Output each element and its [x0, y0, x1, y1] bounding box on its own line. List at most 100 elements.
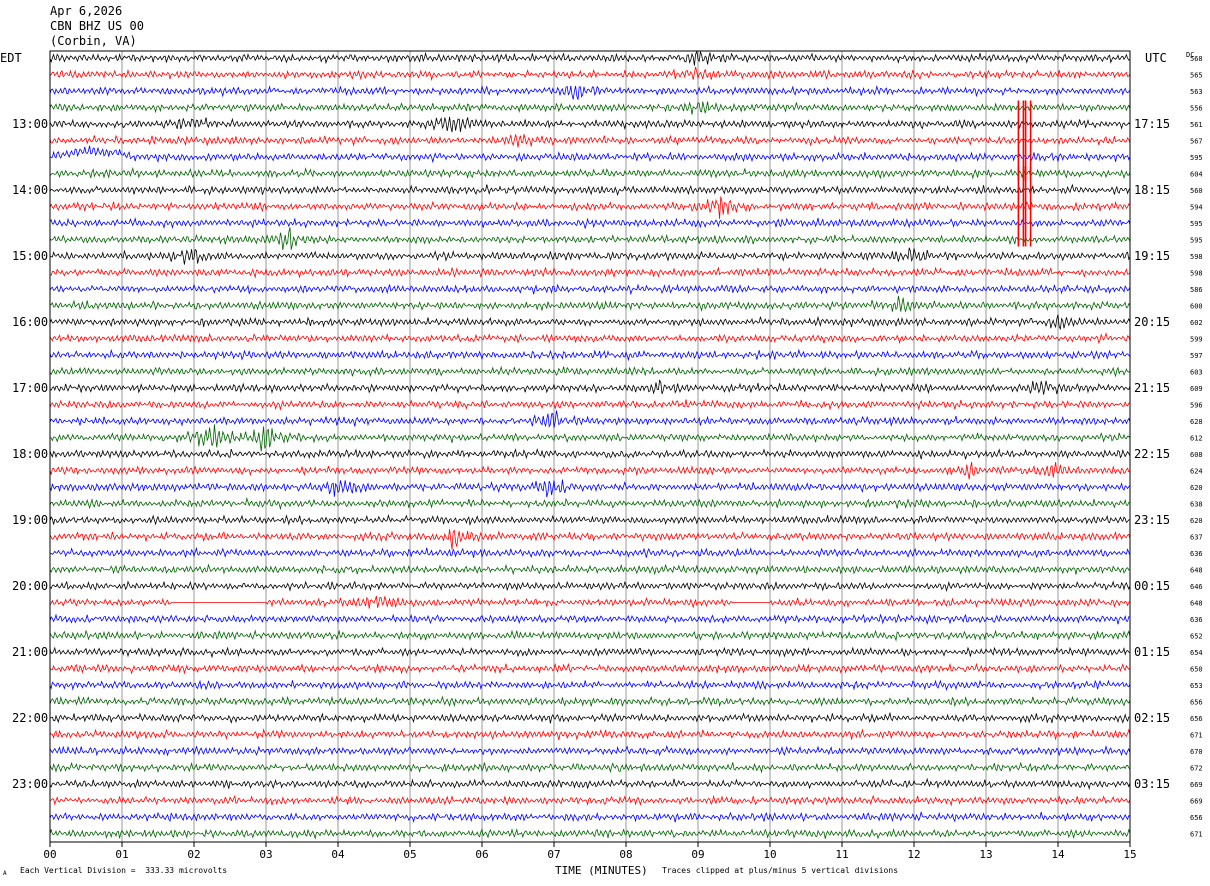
trace-line — [49, 410, 1131, 428]
left-time-label: 14:00 — [12, 183, 48, 197]
left-time-label: 17:00 — [12, 381, 48, 395]
x-tick-label: 12 — [907, 848, 920, 861]
header-location: (Corbin, VA) — [50, 34, 137, 48]
dc-offset-label: 656 — [1190, 699, 1203, 707]
right-axis-zone: UTC — [1145, 51, 1167, 65]
right-time-label: 00:15 — [1134, 579, 1170, 593]
right-time-label: 19:15 — [1134, 249, 1170, 263]
trace-line — [49, 183, 1131, 197]
dc-offset-label: 603 — [1190, 369, 1203, 377]
trace-line — [49, 348, 1131, 362]
dc-offset-label: 612 — [1190, 435, 1203, 443]
left-axis-zone: EDT — [0, 51, 22, 65]
dc-offset-label: 653 — [1190, 682, 1203, 690]
right-time-label: 23:15 — [1134, 513, 1170, 527]
trace-line — [49, 217, 1131, 230]
left-time-label: 18:00 — [12, 447, 48, 461]
right-time-label: 03:15 — [1134, 777, 1170, 791]
right-time-label: 18:15 — [1134, 183, 1170, 197]
dc-offset-label: 595 — [1190, 220, 1203, 228]
trace-line — [49, 514, 1131, 527]
trace-line — [49, 529, 1131, 550]
dc-offset-label: 561 — [1190, 121, 1203, 129]
x-tick-label: 10 — [763, 848, 776, 861]
left-time-label: 19:00 — [12, 513, 48, 527]
left-time-label: 13:00 — [12, 117, 48, 131]
right-time-label: 22:15 — [1134, 447, 1170, 461]
trace-line — [49, 379, 1131, 395]
right-time-label: 17:15 — [1134, 117, 1170, 131]
dc-offset-label: 565 — [1190, 72, 1203, 80]
trace-line — [49, 546, 1131, 559]
x-tick-label: 06 — [475, 848, 488, 861]
x-tick-label: 11 — [835, 848, 848, 861]
trace-line — [49, 424, 1131, 452]
left-time-label: 23:00 — [12, 777, 48, 791]
dc-column-label: DC — [1186, 51, 1194, 59]
trace-line — [49, 761, 1131, 774]
dc-offset-label: 669 — [1190, 798, 1203, 806]
dc-offset-label: 568 — [1190, 55, 1203, 63]
scale-note: Each Vertical Division = 333.33 microvol… — [20, 866, 228, 875]
x-axis-title: TIME (MINUTES) — [555, 864, 648, 877]
trace-line — [49, 101, 1131, 115]
trace-line — [49, 332, 1131, 345]
dc-offset-label: 602 — [1190, 319, 1203, 327]
dc-offset-label: 650 — [1190, 666, 1203, 674]
axis-labels: EDT UTC DC TIME (MINUTES) 00 01 02 03 04 05 06… — [0, 51, 1203, 877]
dc-offset-label: 637 — [1190, 534, 1203, 542]
x-tick-label: 14 — [1051, 848, 1065, 861]
dc-offset-label: 595 — [1190, 154, 1203, 162]
trace-line — [49, 695, 1131, 708]
trace-line — [49, 811, 1131, 823]
header-station: CBN BHZ US 00 — [50, 19, 144, 33]
dc-offset-label: 604 — [1190, 171, 1203, 179]
dc-offset-label: 636 — [1190, 550, 1203, 558]
dc-offset-label: 594 — [1190, 204, 1203, 212]
left-time-label: 16:00 — [12, 315, 48, 329]
trace-line — [49, 711, 1131, 725]
dc-offset-label: 654 — [1190, 649, 1203, 657]
trace-line — [49, 613, 1131, 626]
trace-line — [49, 314, 1131, 331]
header-date: Apr 6,2026 — [50, 4, 123, 18]
trace-line — [49, 462, 1131, 480]
x-tick-label: 04 — [331, 848, 345, 861]
dc-offset-label: 598 — [1190, 270, 1203, 278]
trace-line — [49, 679, 1131, 691]
dc-offset-label: 586 — [1190, 286, 1203, 294]
dc-offset-label: 669 — [1190, 781, 1203, 789]
dc-offset-label: 599 — [1190, 336, 1203, 344]
dc-offset-label: 620 — [1190, 517, 1203, 525]
left-time-label: 21:00 — [12, 645, 48, 659]
trace-line — [49, 744, 1131, 757]
dc-offset-label: 595 — [1190, 237, 1203, 245]
dc-offset-label: 646 — [1190, 583, 1203, 591]
dc-offset-label: 652 — [1190, 633, 1203, 641]
dc-offset-label: 609 — [1190, 385, 1203, 393]
trace-line — [49, 266, 1131, 279]
trace-line — [49, 794, 1131, 807]
dc-offset-label: 560 — [1190, 187, 1203, 195]
trace-line — [49, 479, 1131, 498]
trace-line — [49, 728, 1131, 741]
dc-offset-label: 598 — [1190, 253, 1203, 261]
right-time-label: 01:15 — [1134, 645, 1170, 659]
trace-line — [49, 828, 1131, 840]
dc-offset-label: 563 — [1190, 88, 1203, 96]
corner-mark: A — [3, 870, 7, 877]
right-time-label: 02:15 — [1134, 711, 1170, 725]
x-tick-label: 00 — [43, 848, 56, 861]
dc-offset-label: 671 — [1190, 831, 1203, 839]
x-tick-label: 09 — [691, 848, 704, 861]
x-tick-label: 15 — [1123, 848, 1136, 861]
dc-offset-label: 600 — [1190, 303, 1203, 311]
trace-line — [49, 134, 1131, 148]
trace-line — [49, 629, 1131, 642]
dc-offset-label: 670 — [1190, 748, 1203, 756]
plot-frame — [49, 50, 1131, 847]
dc-offset-label: 656 — [1190, 814, 1203, 822]
dc-offset-label: 628 — [1190, 418, 1203, 426]
trace-line — [49, 66, 1131, 82]
